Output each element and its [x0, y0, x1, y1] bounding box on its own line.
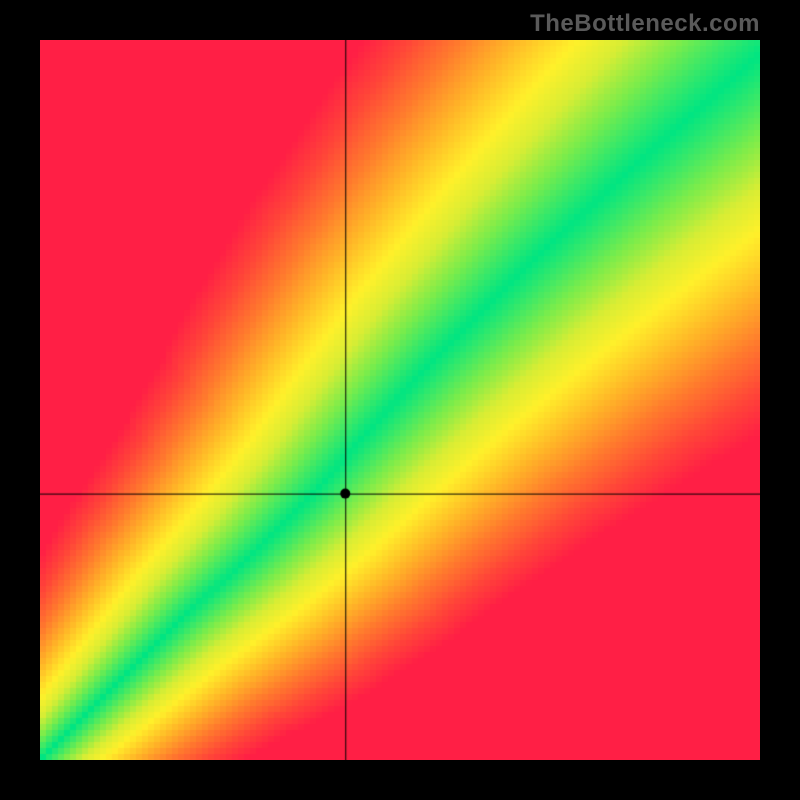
heatmap-canvas [40, 40, 760, 760]
watermark-text: TheBottleneck.com [530, 10, 760, 38]
chart-container: TheBottleneck.com [0, 0, 800, 800]
